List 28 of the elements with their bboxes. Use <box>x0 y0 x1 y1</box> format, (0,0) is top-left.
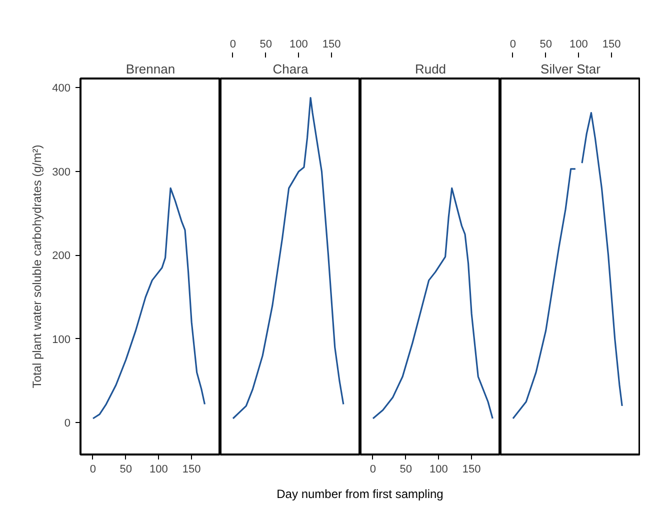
y-tick-label: 100 <box>52 334 71 346</box>
x-tick-label: 150 <box>602 38 621 50</box>
chart-title: Chara <box>272 62 309 76</box>
chart-title: Brennan <box>126 62 176 76</box>
chart-title: Rudd <box>414 62 446 76</box>
x-tick-label: 100 <box>150 464 168 476</box>
x-axis-title: Day number from first sampling <box>276 486 444 503</box>
x-tick-label: 0 <box>230 38 236 50</box>
x-tick-label: 150 <box>182 464 201 476</box>
x-tick-label: 150 <box>462 464 481 476</box>
chart-title: Silver Star <box>540 62 602 76</box>
x-tick-label: 50 <box>120 464 132 476</box>
x-tick-label: 50 <box>400 464 412 476</box>
line-series <box>92 187 206 420</box>
y-tick-label: 0 <box>64 418 71 430</box>
y-tick-label: 200 <box>52 250 71 262</box>
x-tick-label: 150 <box>322 38 341 50</box>
x-tick-label: 50 <box>260 38 272 50</box>
x-tick-label: 50 <box>540 38 552 50</box>
x-tick-label: 0 <box>510 38 516 50</box>
y-axis-title: Total plant water soluble carbohydrates (g/m²) <box>30 144 44 388</box>
x-tick-label: 0 <box>370 464 376 476</box>
y-tick-label: 400 <box>52 82 71 95</box>
x-tick-label: 100 <box>430 464 448 476</box>
x-tick-label: 100 <box>290 38 308 50</box>
y-tick-label: 300 <box>52 166 71 178</box>
x-tick-label: 100 <box>570 38 588 50</box>
x-tick-label: 0 <box>90 464 96 476</box>
